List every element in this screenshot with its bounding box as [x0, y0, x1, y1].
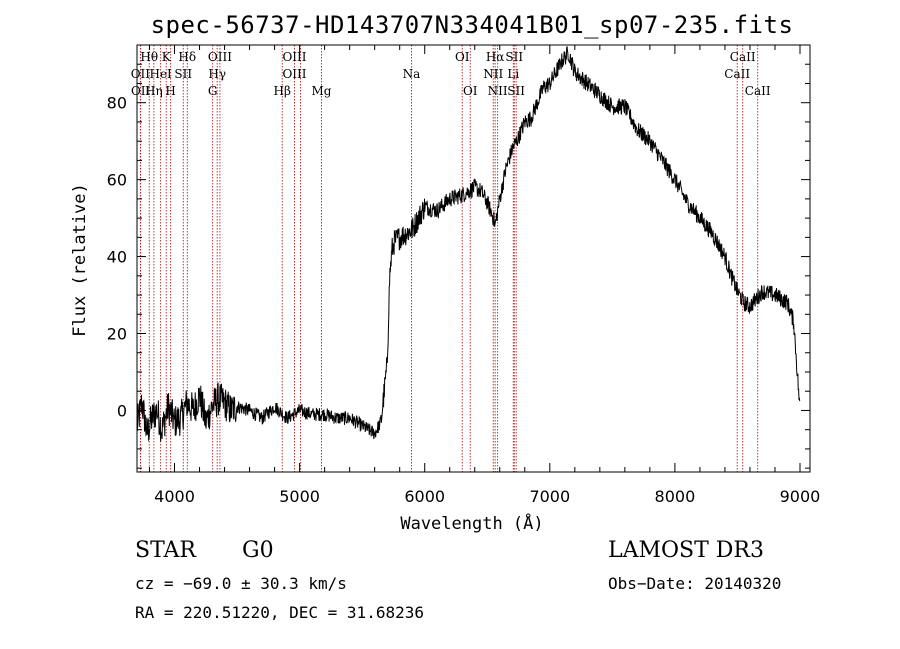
- sky-coordinates: RA = 220.51220, DEC = 31.68236: [135, 603, 424, 622]
- spectral-line-label: Hγ: [208, 67, 226, 81]
- chart-title: spec-56737-HD143707N334041B01_sp07-235.f…: [151, 11, 794, 39]
- spectral-line-label: K: [162, 50, 172, 64]
- spectrum-line: [136, 45, 801, 442]
- spectral-line-label: SII: [507, 84, 525, 98]
- y-tick-label: 80: [107, 94, 127, 113]
- survey-name: LAMOST DR3: [608, 538, 764, 563]
- y-tick-label: 20: [107, 325, 127, 344]
- axes-frame: [136, 44, 811, 473]
- spectral-line-label: Li: [507, 67, 519, 81]
- spectral-line-label: HeI: [149, 67, 172, 81]
- y-tick-label: 0: [117, 401, 127, 420]
- spectral-line-label: Mg: [312, 84, 332, 98]
- spectral-line-label: Hδ: [178, 50, 196, 64]
- spectral-line-label: OII: [131, 67, 151, 81]
- spectral-line-label: SII: [174, 67, 192, 81]
- spectral-line-label: OII: [131, 84, 151, 98]
- x-axis-label: Wavelength (Å): [400, 512, 543, 534]
- spectral-line-label: G: [208, 84, 218, 98]
- spectral-line-label: Hη: [145, 84, 163, 98]
- spectral-line-label: NII: [488, 84, 508, 98]
- x-tick-label: 6000: [404, 487, 445, 506]
- object-subclass: G0: [242, 538, 274, 563]
- spectral-line-label: OIII: [208, 50, 232, 64]
- y-tick-label: 60: [107, 171, 127, 190]
- y-tick-label: 40: [107, 248, 127, 267]
- plot-area: 4000 5000 6000 7000 8000 9000 0 20 40 60 80 Hθ OII OI…: [107, 44, 821, 506]
- spectral-line-label: Hβ: [274, 84, 291, 98]
- y-axis-label: Flux (relative): [70, 183, 90, 337]
- spectral-line-label: CaII: [730, 50, 756, 64]
- redshift-value: cz = −69.0 ± 30.3 km/s: [135, 574, 347, 593]
- x-tick-label: 8000: [655, 487, 696, 506]
- x-tick-label: 5000: [279, 487, 320, 506]
- spectral-line-label: NII: [483, 67, 503, 81]
- spectral-line-label: OIII: [282, 67, 306, 81]
- spectral-line-label: CaII: [745, 84, 771, 98]
- spectral-line-label: Hα: [486, 50, 505, 64]
- x-tick-label: 9000: [780, 487, 821, 506]
- spectral-line-label: Na: [403, 67, 421, 81]
- spectral-line-label: OIII: [282, 50, 306, 64]
- spectral-line-label: Hθ: [140, 50, 158, 64]
- object-class: STAR: [135, 538, 196, 563]
- x-tick-label: 7000: [529, 487, 570, 506]
- spectral-line-label: H: [165, 84, 175, 98]
- spectral-line-label: CaII: [724, 67, 750, 81]
- spectral-line-label: OI: [463, 84, 478, 98]
- spectral-line-label: OI: [455, 50, 470, 64]
- x-tick-label: 4000: [154, 487, 195, 506]
- observation-date: Obs−Date: 20140320: [608, 574, 782, 593]
- spectral-line-label: SII: [505, 50, 523, 64]
